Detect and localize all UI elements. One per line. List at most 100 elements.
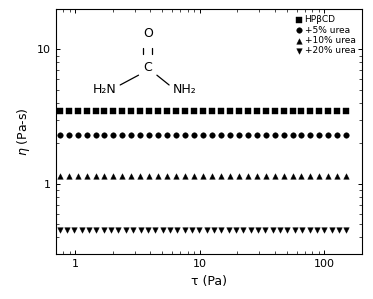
HPβCD (57, 108, 63, 113)
HPβCD (66, 108, 72, 113)
+10% urea (316, 173, 322, 178)
+10% urea (164, 173, 170, 178)
+5% urea (209, 133, 215, 138)
+20% urea (218, 228, 224, 233)
+5% urea (119, 133, 125, 138)
HPβCD (119, 108, 125, 113)
+10% urea (280, 173, 286, 178)
+20% urea (79, 228, 85, 233)
HPβCD (334, 108, 340, 113)
+10% urea (101, 173, 107, 178)
+20% urea (152, 228, 158, 233)
HPβCD (200, 108, 206, 113)
+20% urea (71, 228, 77, 233)
+10% urea (343, 173, 349, 178)
+5% urea (164, 133, 170, 138)
+20% urea (116, 228, 122, 233)
+5% urea (307, 133, 313, 138)
+5% urea (254, 133, 260, 138)
+10% urea (325, 173, 331, 178)
+10% urea (334, 173, 340, 178)
HPβCD (307, 108, 313, 113)
+10% urea (191, 173, 197, 178)
+20% urea (277, 228, 283, 233)
+20% urea (123, 228, 129, 233)
HPβCD (325, 108, 331, 113)
+5% urea (93, 133, 98, 138)
HPβCD (84, 108, 90, 113)
+10% urea (307, 173, 313, 178)
HPβCD (298, 108, 304, 113)
HPβCD (236, 108, 242, 113)
+20% urea (255, 228, 261, 233)
+5% urea (182, 133, 188, 138)
HPβCD (254, 108, 260, 113)
HPβCD (343, 108, 349, 113)
+20% urea (307, 228, 313, 233)
+10% urea (245, 173, 251, 178)
+20% urea (233, 228, 239, 233)
HPβCD (209, 108, 215, 113)
+10% urea (218, 173, 224, 178)
+10% urea (289, 173, 295, 178)
+20% urea (270, 228, 276, 233)
+10% urea (93, 173, 98, 178)
+20% urea (94, 228, 100, 233)
+20% urea (248, 228, 254, 233)
+20% urea (174, 228, 180, 233)
+10% urea (227, 173, 233, 178)
+10% urea (272, 173, 278, 178)
+20% urea (189, 228, 195, 233)
+20% urea (240, 228, 246, 233)
HPβCD (155, 108, 161, 113)
+20% urea (167, 228, 173, 233)
HPβCD (137, 108, 143, 113)
+10% urea (263, 173, 269, 178)
HPβCD (272, 108, 278, 113)
Text: C: C (143, 61, 152, 74)
+20% urea (285, 228, 291, 233)
+10% urea (110, 173, 116, 178)
+10% urea (254, 173, 260, 178)
Text: O: O (143, 27, 153, 40)
+5% urea (343, 133, 349, 138)
HPβCD (101, 108, 107, 113)
+5% urea (155, 133, 161, 138)
+5% urea (57, 133, 63, 138)
+5% urea (263, 133, 269, 138)
+10% urea (75, 173, 81, 178)
+10% urea (155, 173, 161, 178)
+5% urea (334, 133, 340, 138)
Text: H₂N: H₂N (93, 83, 117, 96)
+5% urea (227, 133, 233, 138)
+5% urea (137, 133, 143, 138)
+5% urea (218, 133, 224, 138)
+20% urea (108, 228, 114, 233)
+20% urea (329, 228, 335, 233)
+20% urea (204, 228, 210, 233)
+10% urea (173, 173, 179, 178)
HPβCD (173, 108, 179, 113)
HPβCD (110, 108, 116, 113)
+20% urea (64, 228, 70, 233)
+20% urea (211, 228, 217, 233)
+20% urea (101, 228, 107, 233)
Text: NH₂: NH₂ (173, 83, 196, 96)
+5% urea (146, 133, 152, 138)
HPβCD (93, 108, 98, 113)
+20% urea (299, 228, 305, 233)
HPβCD (289, 108, 295, 113)
+20% urea (263, 228, 269, 233)
Legend: HPβCD, +5% urea, +10% urea, +20% urea: HPβCD, +5% urea, +10% urea, +20% urea (295, 13, 357, 57)
+5% urea (84, 133, 90, 138)
+20% urea (86, 228, 92, 233)
+10% urea (298, 173, 304, 178)
+20% urea (182, 228, 188, 233)
+5% urea (272, 133, 278, 138)
+20% urea (57, 228, 63, 233)
+10% urea (200, 173, 206, 178)
+5% urea (200, 133, 206, 138)
+20% urea (138, 228, 144, 233)
+20% urea (160, 228, 166, 233)
+5% urea (298, 133, 304, 138)
